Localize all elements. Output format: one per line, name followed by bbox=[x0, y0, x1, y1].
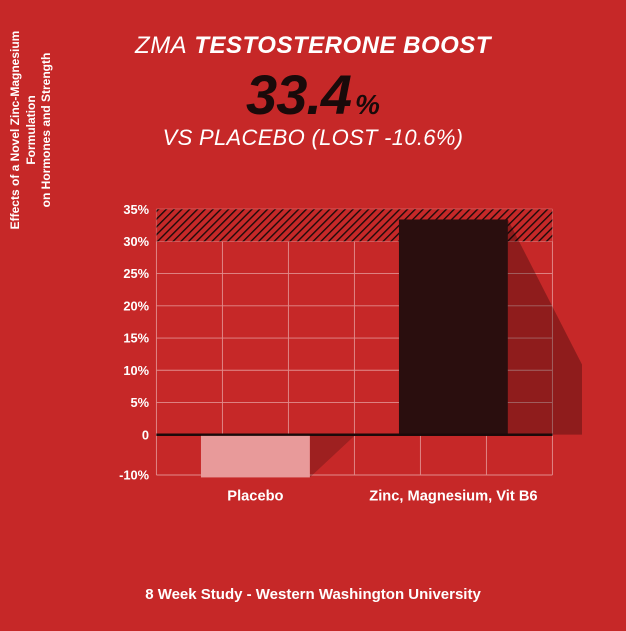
ylabel-line1: Effects of a Novel Zinc-Magnesium Formul… bbox=[8, 31, 38, 230]
headline-stat: 33.4 % bbox=[246, 62, 380, 127]
ylabel-line2: on Hormones and Strength bbox=[39, 53, 53, 208]
svg-text:25%: 25% bbox=[123, 266, 149, 281]
title-bold: TESTOSTERONE BOOST bbox=[194, 32, 491, 59]
bar-chart: -10% 0 5% 10% 15% 20% 25% 30% 35% Placebo Zinc, Ma… bbox=[92, 200, 582, 530]
svg-text:Placebo: Placebo bbox=[227, 489, 283, 505]
svg-text:5%: 5% bbox=[131, 395, 150, 410]
y-axis-label: Effects of a Novel Zinc-Magnesium Formul… bbox=[8, 10, 55, 250]
svg-text:10%: 10% bbox=[123, 363, 149, 378]
chart-footer: 8 Week Study - Western Washington Univer… bbox=[0, 586, 626, 603]
svg-text:30%: 30% bbox=[123, 234, 149, 249]
svg-text:20%: 20% bbox=[123, 298, 149, 313]
svg-text:35%: 35% bbox=[123, 202, 149, 217]
big-number: 33.4 bbox=[246, 62, 351, 127]
footer-text: 8 Week Study - Western Washington Univer… bbox=[145, 586, 481, 603]
chart-subtitle: VS PLACEBO (LOST -10.6%) bbox=[0, 125, 626, 151]
svg-text:-10%: -10% bbox=[119, 468, 150, 483]
percent-sign: % bbox=[355, 89, 380, 121]
svg-text:15%: 15% bbox=[123, 331, 149, 346]
svg-text:0: 0 bbox=[142, 427, 149, 442]
chart-area: Effects of a Novel Zinc-Magnesium Formul… bbox=[92, 200, 582, 530]
chart-header: ZMA TESTOSTERONE BOOST 33.4 % VS PLACEBO… bbox=[0, 0, 626, 151]
title-prefix: ZMA bbox=[135, 32, 187, 59]
chart-title: ZMA TESTOSTERONE BOOST bbox=[0, 32, 626, 60]
svg-text:Zinc, Magnesium, Vit B6: Zinc, Magnesium, Vit B6 bbox=[369, 489, 537, 505]
